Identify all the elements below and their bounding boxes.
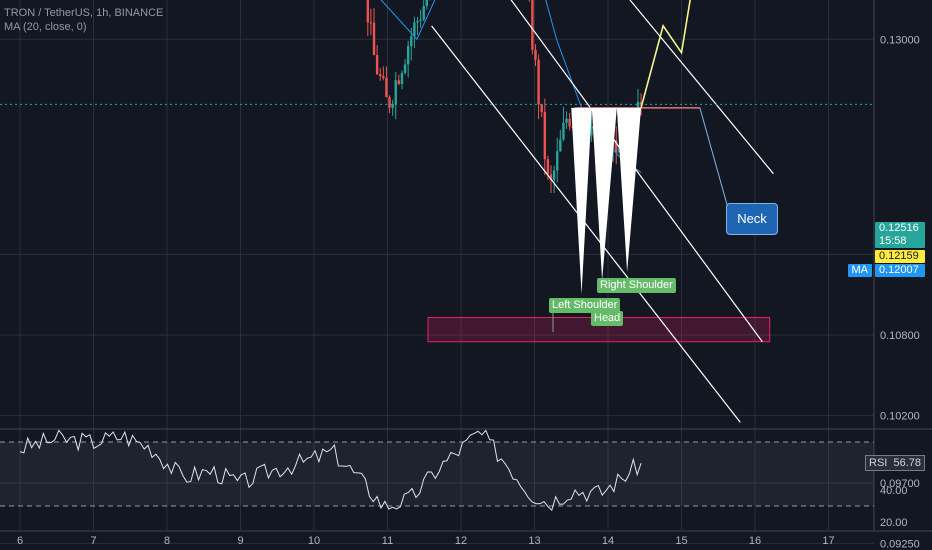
price-tick-label: 0.13000 xyxy=(880,34,920,46)
right-shoulder-shape xyxy=(616,107,642,272)
candle-body xyxy=(556,151,559,171)
candle-body xyxy=(388,97,391,108)
candle-body xyxy=(531,0,534,50)
time-tick-label: 8 xyxy=(164,535,170,547)
time-tick-label: 11 xyxy=(382,535,393,547)
price-tick-label: 0.10800 xyxy=(880,330,920,342)
price-tick-label: 0.09700 xyxy=(880,478,920,490)
candle-body xyxy=(568,118,571,127)
rsi-line xyxy=(19,429,642,512)
channel-lower-line xyxy=(431,25,741,423)
time-tick-label: 14 xyxy=(602,535,614,547)
rsi-value-tag: RSI 56.78 xyxy=(865,455,925,471)
candle-body xyxy=(382,76,385,78)
yellow-price-tag: 0.12159 xyxy=(875,250,925,263)
candle-body xyxy=(552,170,556,180)
candle-body xyxy=(618,145,621,153)
rsi-tick-label: 20.00 xyxy=(880,517,908,529)
head-label: Head xyxy=(591,311,624,326)
candle-body xyxy=(636,101,640,112)
ma-line xyxy=(380,0,642,173)
candle-body xyxy=(369,22,373,24)
drawings-layer xyxy=(0,0,874,423)
moving-average-series xyxy=(380,0,642,173)
channel-upper-line xyxy=(629,0,774,175)
candle-body xyxy=(397,80,401,85)
left-shoulder-label: Left Shoulder xyxy=(549,298,621,313)
candle-body xyxy=(537,59,540,105)
time-tick-label: 12 xyxy=(455,535,467,547)
candle-body xyxy=(400,72,404,85)
rsi-band xyxy=(0,442,874,506)
time-tick-label: 9 xyxy=(237,535,243,547)
neck-callout: Neck xyxy=(726,203,778,235)
price-tick-label: 0.09250 xyxy=(880,538,920,550)
bar-countdown: 15:58 xyxy=(879,235,907,247)
price-tick-label: 0.10200 xyxy=(880,411,920,423)
time-axis: 6 7 8 9 10 11 12 13 14 15 16 17 xyxy=(17,535,835,547)
candle-body xyxy=(546,159,550,175)
candle-body xyxy=(410,36,413,47)
candle-body xyxy=(406,46,410,65)
time-tick-label: 16 xyxy=(749,535,761,547)
candle-body xyxy=(425,0,429,6)
candle-body xyxy=(543,111,547,160)
time-tick-label: 10 xyxy=(308,535,320,547)
left-shoulder-shape xyxy=(571,107,592,294)
candle-body xyxy=(375,55,379,75)
time-tick-label: 6 xyxy=(17,535,23,547)
candle-body xyxy=(590,126,593,136)
rsi-tag-label: RSI xyxy=(869,457,888,469)
candle-body xyxy=(562,122,565,140)
candle-body xyxy=(639,101,643,105)
candle-body xyxy=(416,20,419,23)
indicator-legend: MA (20, close, 0) xyxy=(4,21,87,33)
candle-body xyxy=(565,118,568,123)
current-price-value: 0.12516 xyxy=(879,222,919,234)
rsi-pane xyxy=(0,429,874,512)
candle-body xyxy=(540,104,543,112)
candle-body xyxy=(391,103,394,108)
candle-body xyxy=(549,174,553,180)
candle-body xyxy=(615,140,618,153)
chart-legend: TRON / TetherUS, 1h, BINANCE MA (20, clo… xyxy=(4,6,163,34)
ma-tag-label: MA xyxy=(847,264,872,277)
candle-body xyxy=(559,139,562,152)
candle-body xyxy=(403,64,407,73)
candle-body xyxy=(534,49,537,60)
time-tick-label: 7 xyxy=(90,535,96,547)
candle-body xyxy=(385,77,388,98)
current-price-tag: 0.12516 15:58 xyxy=(875,222,925,248)
right-shoulder-label: Right Shoulder xyxy=(597,278,676,293)
candle-body xyxy=(372,22,376,56)
time-tick-label: 17 xyxy=(822,535,834,547)
time-tick-label: 13 xyxy=(528,535,540,547)
symbol-title: TRON / TetherUS, 1h, BINANCE xyxy=(4,7,164,19)
ma-price-tag: 0.12007 xyxy=(875,264,925,277)
rsi-tag-value: 56.78 xyxy=(893,457,921,469)
candle-body xyxy=(413,22,416,37)
rsi-tick-label: 40.00 xyxy=(880,485,908,497)
candle-body xyxy=(379,74,382,77)
candle-body xyxy=(366,0,370,23)
projection-path xyxy=(640,0,691,109)
candle-body xyxy=(422,5,425,20)
candle-body xyxy=(419,19,422,21)
candle-body xyxy=(394,80,397,104)
time-tick-label: 15 xyxy=(675,535,687,547)
head-shape xyxy=(591,107,617,280)
